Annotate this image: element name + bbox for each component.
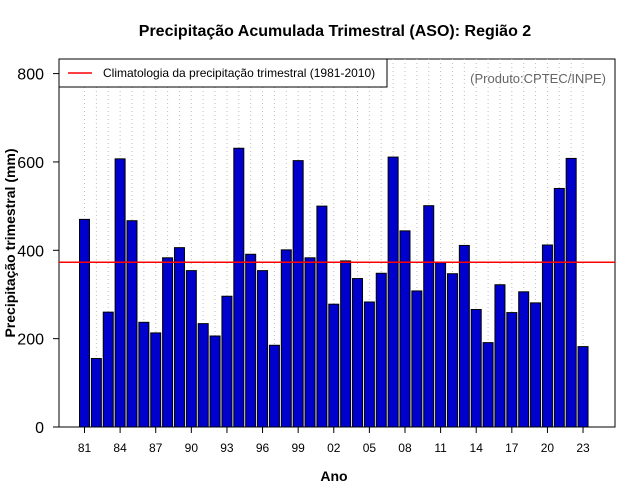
y-axis: 0 200 400 600 800	[17, 67, 59, 437]
bar-10	[423, 205, 435, 428]
x-tick-label-96: 96	[256, 441, 270, 455]
bar-93	[221, 295, 233, 428]
x-axis-label: Ano	[320, 468, 347, 484]
x-tick-label-08: 08	[398, 441, 412, 455]
bar-04	[352, 278, 364, 428]
legend-label: Climatologia da precipitação trimestral …	[103, 66, 375, 80]
bar-94	[233, 147, 245, 428]
x-tick-label-20: 20	[541, 441, 555, 455]
x-tick-label-02: 02	[327, 441, 341, 455]
bar-99	[292, 160, 304, 428]
bar-13	[458, 244, 470, 428]
bar-21	[553, 187, 565, 428]
bar-85	[126, 220, 138, 428]
x-tick-label-17: 17	[505, 441, 519, 455]
legend-box	[58, 58, 388, 88]
bar-02	[328, 303, 340, 428]
bar-11	[435, 262, 447, 428]
y-tick-label-400: 400	[17, 243, 44, 260]
y-tick-label-0: 0	[35, 420, 44, 437]
bar-82	[90, 358, 102, 428]
bar-87	[150, 332, 162, 428]
bar-95	[245, 253, 257, 428]
bar-20	[541, 244, 553, 428]
bar-92	[209, 335, 221, 428]
bar-91	[197, 323, 209, 428]
x-tick-label-93: 93	[220, 441, 234, 455]
bar-96	[257, 270, 269, 428]
bar-01	[316, 205, 328, 428]
x-tick-label-84: 84	[113, 441, 127, 455]
x-tick-label-05: 05	[363, 441, 377, 455]
bar-07	[387, 156, 399, 428]
x-tick-label-14: 14	[470, 441, 484, 455]
x-tick-label-11: 11	[434, 441, 447, 455]
bar-09	[411, 290, 423, 428]
bar-84	[114, 158, 126, 428]
bar-14	[470, 308, 482, 428]
bar-16	[494, 284, 506, 428]
x-tick-label-81: 81	[78, 441, 92, 455]
bar-18	[518, 291, 530, 428]
bar-12	[446, 273, 458, 428]
bar-88	[162, 257, 174, 428]
bar-86	[138, 321, 150, 428]
chart-title: Precipitação Acumulada Trimestral (ASO):…	[139, 23, 532, 40]
bar-22	[565, 157, 577, 428]
bar-89	[173, 247, 185, 428]
bar-81	[79, 218, 90, 428]
bar-06	[375, 272, 387, 428]
bar-23	[577, 346, 589, 428]
legend: Climatologia da precipitação trimestral …	[58, 58, 388, 88]
bar-08	[399, 230, 411, 428]
y-tick-label-600: 600	[17, 155, 44, 172]
bar-03	[340, 260, 352, 428]
y-tick-label-800: 800	[17, 67, 44, 84]
x-tick-label-87: 87	[149, 441, 163, 455]
x-tick-label-23: 23	[576, 441, 590, 455]
bar-83	[102, 311, 114, 428]
x-tick-label-90: 90	[185, 441, 199, 455]
bar-15	[482, 342, 494, 428]
bar-98	[280, 249, 292, 428]
y-axis-label: Precipitação trimestral (mm)	[2, 148, 18, 337]
y-tick-label-200: 200	[17, 332, 44, 349]
x-axis: 81 84 87 90 93 96 99 02 05 08 11 14 17 20 23	[78, 427, 590, 455]
bar-17	[506, 312, 518, 428]
bar-90	[185, 270, 197, 428]
bar-19	[530, 302, 542, 428]
credit-text: (Produto:CPTEC/INPE)	[470, 71, 606, 86]
bar-97	[268, 344, 280, 428]
x-tick-label-99: 99	[291, 441, 305, 455]
bar-00	[304, 257, 316, 428]
bars	[79, 147, 589, 428]
bar-05	[363, 301, 375, 428]
